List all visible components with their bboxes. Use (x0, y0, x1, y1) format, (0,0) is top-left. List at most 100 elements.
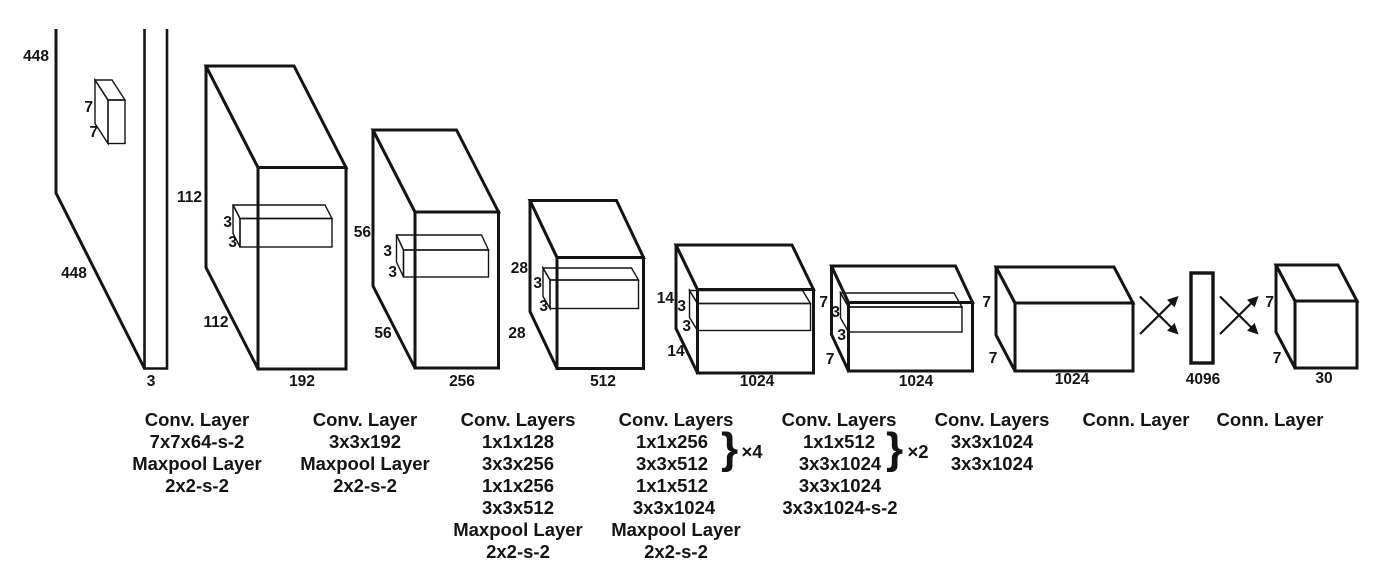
front-face (847, 306, 963, 333)
top-face (829, 264, 975, 304)
top-face (673, 243, 816, 291)
caption-col5-line: 1x1x512 (803, 431, 875, 452)
front-face (549, 279, 640, 310)
block3-height-label: 28 (511, 260, 529, 277)
caption-col5-brace: } (886, 424, 903, 473)
conv-block-6 (993, 265, 1136, 373)
fc-units-label: 4096 (1186, 371, 1221, 388)
front-face (107, 99, 126, 145)
caption-col1-line: Conv. Layer (145, 409, 250, 430)
conv-block-2 (370, 128, 501, 370)
block2-height-label: 56 (354, 224, 372, 241)
kernel-block-4 (688, 288, 812, 333)
arrow-up-right (1219, 295, 1259, 335)
block2-kernel-h-label: 3 (383, 243, 392, 260)
kernel-input (93, 77, 127, 146)
dimension-labels: 448 448 3 7 7 112 112 192 3 3 56 56 256 … (23, 48, 1333, 390)
front-face (256, 166, 348, 371)
caption-col3-line: 2x2-s-2 (486, 541, 550, 562)
kernel-block-5 (839, 290, 964, 335)
block5-kernel-w-label: 3 (837, 327, 846, 344)
caption-col3-line: 1x1x256 (482, 475, 554, 496)
output-depth-label: 30 (1315, 370, 1332, 387)
caption-col4-line: Conv. Layers (619, 409, 734, 430)
plane-slab (143, 29, 169, 370)
caption-col1-line: Maxpool Layer (132, 453, 262, 474)
caption-col4-line: 3x3x512 (636, 453, 708, 474)
block6-width-label: 7 (989, 350, 998, 367)
front-face (413, 210, 500, 370)
output-height-label: 7 (1265, 294, 1274, 311)
block2-depth-label: 256 (449, 373, 475, 390)
conv-block-3 (527, 199, 646, 370)
caption-col6-line: 3x3x1024 (951, 431, 1034, 452)
top-face (93, 79, 127, 101)
caption-col5-repeat-label: ×2 (907, 441, 928, 462)
caption-col4-line: 1x1x512 (636, 475, 708, 496)
caption-col8-line: Conn. Layer (1217, 409, 1324, 430)
caption-col3-line: Maxpool Layer (453, 519, 583, 540)
layer-captions: Conv. Layer 7x7x64-s-2 Maxpool Layer 2x2… (132, 409, 1323, 562)
caption-col5-line: Conv. Layers (782, 409, 897, 430)
output-cube (1273, 263, 1360, 370)
caption-col6-line: 3x3x1024 (951, 453, 1034, 474)
input-height-label: 448 (23, 48, 49, 65)
block3-kernel-h-label: 3 (533, 275, 542, 292)
kernel-block-3 (541, 265, 640, 312)
front-face (1013, 301, 1135, 373)
block4-height-label: 14 (657, 290, 675, 307)
plane-edge (54, 29, 146, 370)
input-kernel-w-label: 7 (89, 124, 98, 141)
caption-col5-line: 3x3x1024 (799, 453, 882, 474)
arrow-up-right (1139, 295, 1179, 335)
caption-col2-line: 2x2-s-2 (333, 475, 397, 496)
front-face (239, 217, 333, 248)
block3-width-label: 28 (508, 325, 526, 342)
block3-depth-label: 512 (590, 373, 616, 390)
conv-block-4 (673, 243, 816, 375)
caption-col4-brace: } (721, 424, 738, 473)
caption-col2-line: Conv. Layer (313, 409, 418, 430)
caption-col1-line: 7x7x64-s-2 (150, 431, 245, 452)
input-channels-label: 3 (147, 373, 156, 390)
block1-kernel-w-label: 3 (228, 234, 237, 251)
caption-col1-line: 2x2-s-2 (165, 475, 229, 496)
caption-col3-line: 3x3x256 (482, 453, 554, 474)
block4-kernel-h-label: 3 (677, 298, 686, 315)
caption-col5-line: 3x3x1024-s-2 (782, 497, 897, 518)
block6-height-label: 7 (982, 294, 991, 311)
caption-col4-line: 1x1x256 (636, 431, 708, 452)
block5-width-label: 7 (826, 351, 835, 368)
conv-block-1 (203, 64, 349, 371)
kernel-block-2 (395, 234, 490, 278)
caption-col7-line: Conn. Layer (1083, 409, 1190, 430)
conv-block-5 (829, 264, 975, 373)
front-face (1293, 299, 1359, 370)
block4-width-label: 14 (667, 343, 685, 360)
kernel-block-1 (231, 204, 334, 248)
block5-height-label: 7 (819, 294, 828, 311)
front-face (555, 256, 645, 370)
front-face (696, 302, 812, 332)
front-face (402, 249, 490, 278)
caption-col6-line: Conv. Layers (935, 409, 1050, 430)
block6-depth-label: 1024 (1055, 371, 1090, 388)
front-face (847, 301, 974, 373)
top-face (993, 265, 1136, 305)
caption-col5-line: 3x3x1024 (799, 475, 882, 496)
block5-kernel-h-label: 3 (831, 304, 840, 321)
caption-col3-line: 3x3x512 (482, 497, 554, 518)
output-width-label: 7 (1273, 350, 1282, 367)
caption-col4-line: 3x3x1024 (633, 497, 716, 518)
fc-cross-arrows-2 (1219, 295, 1259, 335)
fc-layer-bar (1189, 271, 1215, 365)
caption-col4-line: 2x2-s-2 (644, 541, 708, 562)
block1-width-label: 112 (203, 314, 228, 331)
block5-depth-label: 1024 (899, 373, 934, 390)
caption-col4-line: Maxpool Layer (611, 519, 741, 540)
block1-depth-label: 192 (289, 373, 315, 390)
block2-width-label: 56 (374, 325, 392, 342)
block4-depth-label: 1024 (740, 373, 775, 390)
block1-height-label: 112 (177, 189, 202, 206)
input-image-plane (54, 29, 169, 370)
